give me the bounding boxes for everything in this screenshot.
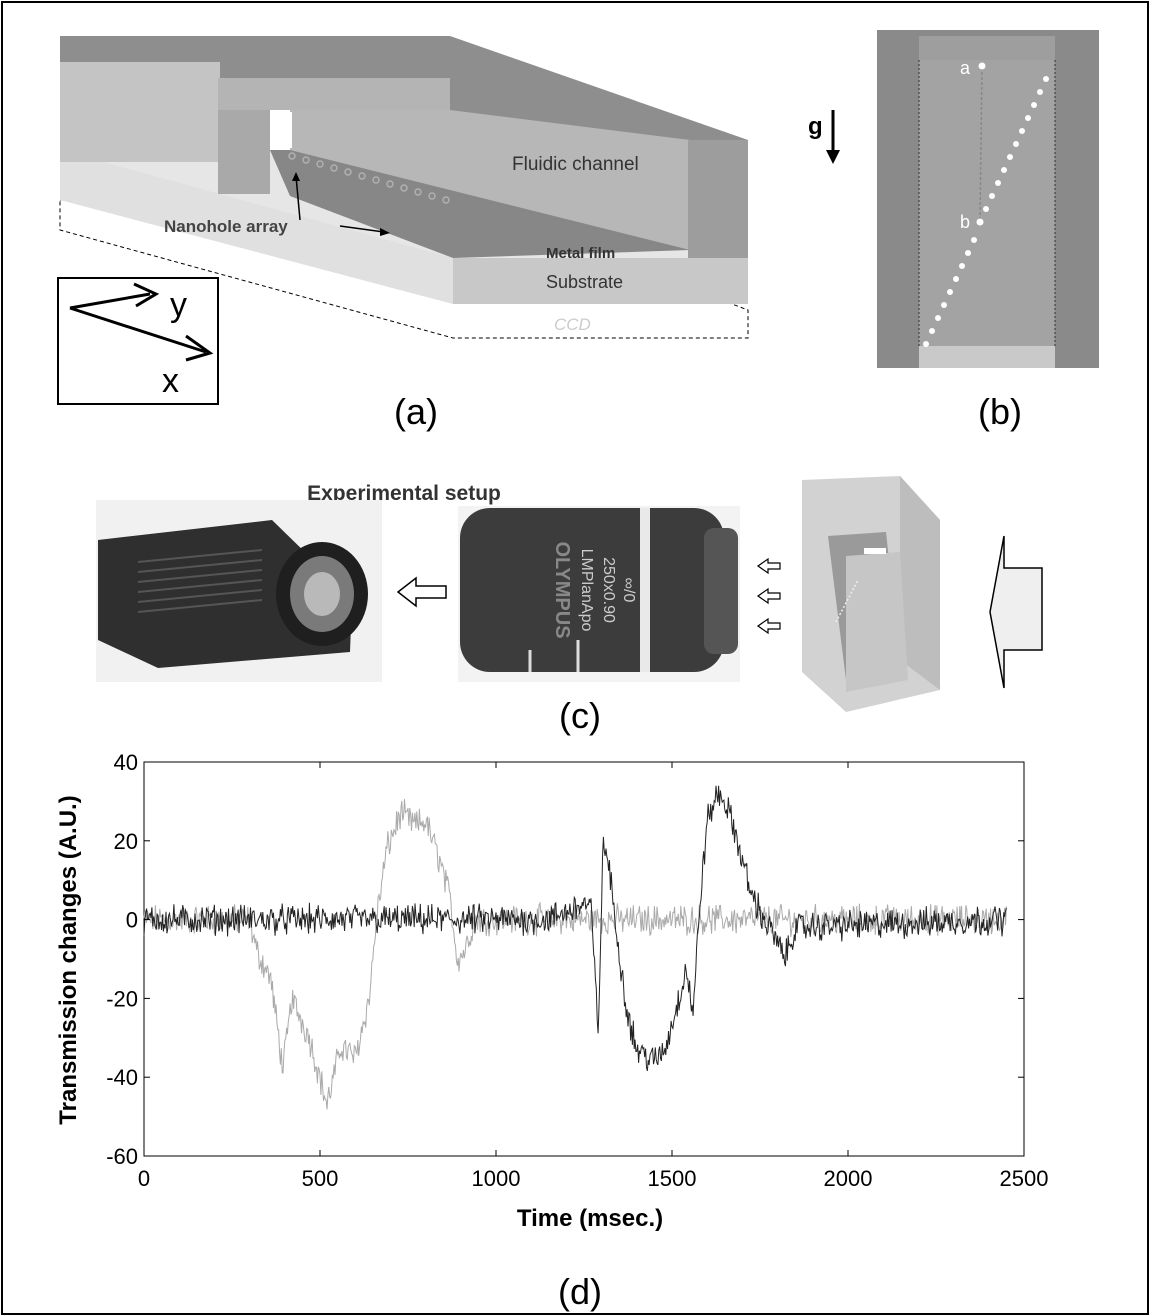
x-tick-label: 1500 [648, 1166, 697, 1191]
nanohole-arrowhead-up [292, 172, 300, 181]
channel-left-block [60, 62, 220, 162]
point-a-label: a [960, 58, 971, 78]
objective-lens-ring [640, 508, 650, 672]
panel-d-caption: (d) [558, 1271, 602, 1312]
light-source-arrow [989, 535, 1043, 689]
camera-sensor [304, 572, 340, 616]
axis-x-label: x [162, 362, 179, 400]
x-axis-label: Time (msec.) [517, 1205, 663, 1232]
y-tick-label: 0 [126, 908, 138, 933]
panel-b-left-wall [877, 60, 919, 368]
y-axis-ticks: 40 20 0 -20 -40 -60 [106, 750, 1024, 1169]
panel-b-channel [919, 60, 1055, 346]
panel-b-top-inner [919, 36, 1055, 60]
lens-model-label: LMPlanApo [578, 549, 595, 632]
nanohole-arrow-up [295, 175, 301, 221]
y-tick-label: 40 [114, 750, 138, 775]
panel-b-particle-path [923, 62, 1049, 347]
axis-y-label: y [170, 286, 187, 324]
metal-film-label: Metal film [546, 245, 615, 262]
panel-a-diagram: Nanohole array Fluidic channel Metal fil… [57, 36, 749, 405]
substrate-block [453, 258, 748, 304]
panel-a-caption: (a) [394, 391, 438, 432]
y-tick-label: -20 [106, 986, 138, 1011]
lens-brand-label: OLYMPUS [551, 541, 573, 638]
panel-b-ab-line [979, 67, 983, 221]
y-axis-label: Transmission changes (A.U.) [55, 795, 82, 1124]
series-traces [143, 785, 1007, 1110]
y-tick-label: -40 [106, 1065, 138, 1090]
chip-slit [864, 548, 886, 554]
panel-b-diagram: a b g [808, 30, 1099, 368]
objective-lens-body [460, 508, 724, 672]
x-tick-label: 2500 [1000, 1166, 1049, 1191]
nanohole-dots [288, 152, 450, 204]
plot-area [143, 761, 1025, 1157]
camera-fins [137, 549, 263, 613]
x-axis-ticks: 0 500 1000 1500 2000 2500 [138, 762, 1049, 1191]
nanohole-arrowhead-right [380, 228, 390, 236]
gravity-arrowhead [826, 150, 840, 164]
x-tick-label: 0 [138, 1166, 150, 1191]
lens-infinity-label: ∞/0 [620, 578, 637, 603]
panel-b-right-wall [1055, 60, 1099, 368]
point-b-label: b [960, 212, 970, 232]
chip-front [846, 552, 908, 692]
experimental-setup-title: Experimental setup [307, 482, 501, 505]
substrate-label: Substrate [546, 272, 623, 292]
x-tick-label: 500 [302, 1166, 339, 1191]
objective-lens-tip [704, 528, 738, 654]
x-tick-label: 1000 [472, 1166, 521, 1191]
lens-spec-label: 250x0.90 [600, 557, 617, 623]
panel-b-bottom-region [919, 346, 1055, 368]
series-line-2 [143, 785, 1007, 1071]
fluidic-channel-label: Fluidic channel [512, 154, 639, 175]
y-axis-arrowhead [133, 282, 160, 308]
channel-bridge [218, 78, 450, 110]
panel-c-caption: (c) [559, 695, 601, 736]
panel-c-diagram: Experimental setup OLYMPUS LMPlanApo 250… [96, 476, 1043, 712]
chip-right-face [900, 476, 940, 690]
x-axis-arrowhead [185, 334, 214, 362]
x-axis-arrow [69, 306, 207, 354]
nanohole-array-label: Nanohole array [164, 217, 288, 236]
y-tick-label: -60 [106, 1144, 138, 1169]
gravity-label: g [808, 113, 823, 140]
channel-right-wall [688, 140, 748, 258]
y-axis-arrow [69, 292, 151, 310]
x-tick-label: 2000 [824, 1166, 873, 1191]
panel-b-caption: (b) [978, 391, 1022, 432]
channel-opening [272, 112, 292, 148]
transmission-chart: 0 500 1000 1500 2000 2500 40 20 0 -20 -40 -60 Time… [55, 750, 1048, 1232]
nanohole-arrow-right [339, 225, 385, 233]
ccd-label: CCD [554, 315, 591, 334]
y-tick-label: 20 [114, 829, 138, 854]
substrate-left [60, 150, 453, 304]
camera-arrow [396, 576, 447, 608]
channel-side-wall [290, 110, 690, 250]
light-arrows [756, 557, 781, 635]
